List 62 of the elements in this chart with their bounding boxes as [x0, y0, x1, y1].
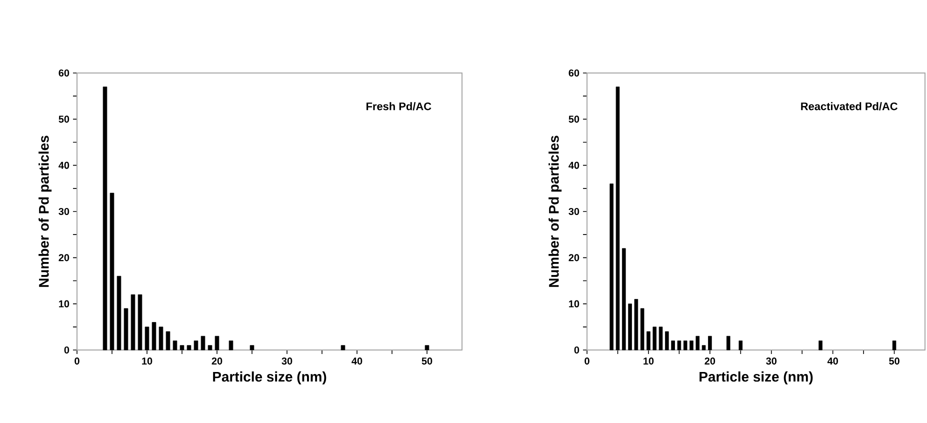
- y-axis-title: Number of Pd particles: [548, 136, 562, 287]
- y-tick-label: 10: [59, 300, 70, 308]
- y-tick-label: 20: [568, 254, 580, 262]
- bar: [634, 299, 638, 350]
- bar: [340, 345, 346, 350]
- x-tick-label: 40: [352, 358, 362, 365]
- bar: [652, 326, 656, 350]
- bar: [622, 248, 626, 350]
- bar: [208, 345, 212, 350]
- x-tick-label: 30: [282, 358, 292, 365]
- x-tick-label: 20: [212, 358, 222, 365]
- y-tick-label: 50: [568, 116, 580, 123]
- bar: [665, 331, 669, 350]
- bar: [158, 326, 164, 350]
- bar: [726, 336, 730, 350]
- y-tick-label: 20: [58, 254, 70, 262]
- y-tick-label: 60: [58, 69, 70, 77]
- y-tick-label: 0: [574, 346, 580, 354]
- x-tick-label: 0: [584, 358, 590, 365]
- bar: [610, 184, 614, 350]
- x-tick-label: 10: [644, 358, 654, 365]
- y-tick-label: 10: [569, 300, 580, 308]
- bar: [228, 340, 234, 350]
- y-axis-title: Number of Pd particles: [38, 136, 52, 287]
- bar: [194, 340, 198, 350]
- bar: [696, 336, 700, 350]
- bar: [124, 308, 128, 350]
- y-tick-label: 30: [568, 208, 580, 216]
- bar: [172, 340, 178, 350]
- x-tick-label: 0: [74, 358, 80, 365]
- bar: [818, 340, 822, 350]
- bar: [186, 345, 192, 350]
- x-tick-label: 20: [704, 358, 716, 365]
- x-axis-title: Particle size (nm): [213, 371, 326, 384]
- annotation: Fresh Pd/AC: [366, 102, 432, 110]
- x-tick-label: 40: [827, 358, 838, 365]
- bar: [200, 336, 206, 350]
- bar: [671, 340, 675, 350]
- x-tick-label: 30: [766, 358, 777, 365]
- bar: [130, 294, 136, 350]
- x-tick-label: 10: [142, 358, 152, 365]
- x-axis-title: Particle size (nm): [700, 371, 813, 384]
- bar: [166, 331, 170, 350]
- bar: [702, 345, 706, 350]
- bar: [152, 322, 156, 350]
- bar: [138, 294, 142, 350]
- y-tick-label: 30: [58, 208, 70, 216]
- y-tick-label: 0: [64, 346, 70, 354]
- y-tick-label: 40: [58, 162, 70, 169]
- bar: [658, 326, 663, 350]
- x-tick-label: 50: [889, 358, 900, 365]
- bar: [640, 308, 644, 350]
- bar: [102, 86, 108, 350]
- bar: [683, 340, 688, 350]
- y-tick-label: 50: [58, 116, 70, 123]
- annotation: Reactivated Pd/AC: [801, 102, 898, 110]
- x-tick-label: 50: [422, 358, 432, 365]
- bar: [116, 276, 122, 350]
- bar: [690, 340, 694, 350]
- y-tick-label: 60: [568, 69, 580, 77]
- bar: [628, 304, 632, 350]
- y-tick-label: 40: [568, 162, 580, 169]
